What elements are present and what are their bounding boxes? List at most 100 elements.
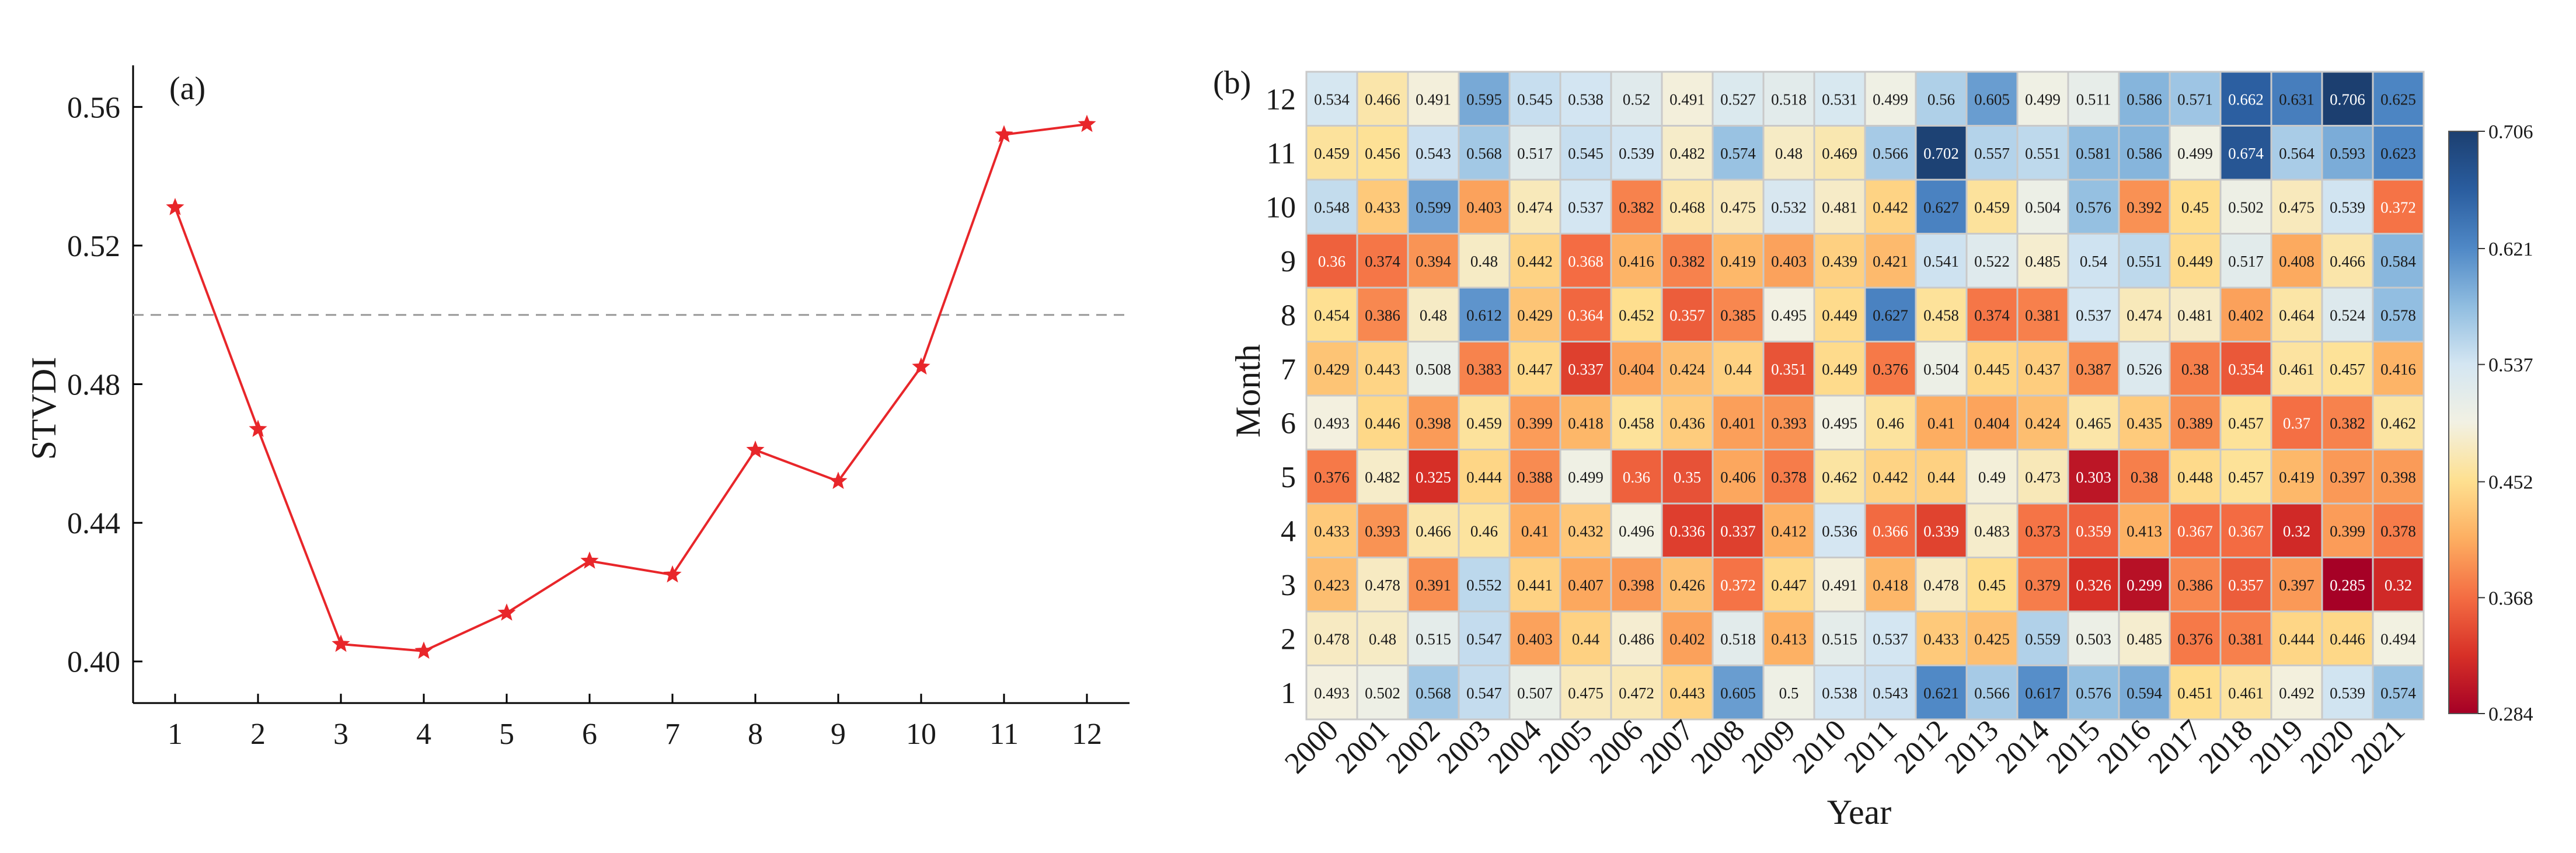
heatmap-cell-value: 0.429 (1517, 306, 1553, 324)
heatmap-cell-value: 0.551 (2127, 253, 2162, 270)
x-tick-label: 1 (168, 718, 183, 751)
x-tick-label: 12 (1072, 718, 1102, 751)
heatmap-cell-value: 0.402 (1669, 630, 1705, 648)
heatmap-cell-value: 0.398 (1619, 576, 1654, 594)
heatmap-cell-value: 0.366 (1873, 522, 1908, 540)
heatmap-cell-value: 0.413 (1771, 630, 1807, 648)
heatmap-cell-value: 0.508 (1416, 361, 1451, 378)
heatmap-cell-value: 0.593 (2330, 145, 2365, 162)
heatmap-cell (2372, 286, 2425, 342)
heatmap-cell-value: 0.499 (2025, 90, 2061, 108)
year-label: 2016 (2091, 714, 2157, 780)
heatmap-cell-value: 0.461 (2228, 684, 2264, 702)
heatmap-cell (2169, 125, 2222, 181)
heatmap-cell-value: 0.443 (1669, 684, 1705, 702)
x-tick-label: 6 (582, 718, 597, 751)
heatmap-cell-value: 0.392 (2127, 198, 2162, 216)
year-label: 2003 (1431, 714, 1497, 780)
heatmap-cell (1305, 557, 1358, 613)
heatmap-cell-value: 0.545 (1568, 145, 1604, 162)
heatmap-cell (2118, 125, 2171, 181)
heatmap-cell-value: 0.32 (2283, 522, 2310, 540)
heatmap-cell (2016, 610, 2069, 666)
month-label: 6 (1281, 407, 1296, 440)
heatmap-cell-value: 0.621 (1923, 684, 1959, 702)
heatmap-cell-value: 0.612 (1466, 306, 1502, 324)
x-ticks: 1 2 3 4 5 6 7 8 9 10 11 12 (168, 694, 1102, 751)
heatmap-cell (2372, 179, 2425, 235)
heatmap-cell-value: 0.367 (2177, 522, 2213, 540)
heatmap-cell (2118, 233, 2171, 289)
heatmap-cell-value: 0.419 (2279, 469, 2314, 486)
heatmap-cell (1407, 125, 1460, 181)
heatmap-cell-value: 0.442 (1873, 198, 1908, 216)
heatmap-cell-value: 0.539 (2330, 198, 2365, 216)
heatmap-cell-value: 0.459 (1466, 414, 1502, 432)
data-point (166, 198, 184, 215)
heatmap-cell-value: 0.374 (1974, 306, 2010, 324)
heatmap-cell (1407, 233, 1460, 289)
heatmap-cell-value: 0.486 (1619, 630, 1654, 648)
year-label: 2002 (1380, 714, 1446, 780)
heatmap-cell-value: 0.462 (2380, 414, 2416, 432)
heatmap-cell-value: 0.442 (1873, 469, 1908, 486)
heatmap-cell-value: 0.418 (1568, 414, 1604, 432)
heatmap-cell-value: 0.495 (1822, 414, 1857, 432)
heatmap-cell (2169, 71, 2222, 127)
heatmap-cell (1864, 233, 1917, 289)
heatmap-cell-value: 0.436 (1669, 414, 1705, 432)
heatmap-cell (2016, 449, 2069, 505)
heatmap-cell-value: 0.537 (2076, 306, 2111, 324)
heatmap-y-axis-title: Month (1229, 344, 1267, 438)
heatmap-cell-value: 0.524 (2330, 306, 2365, 324)
y-tick-label: 0.40 (67, 646, 120, 679)
heatmap-cell (1915, 286, 1968, 342)
heatmap-cell (2372, 394, 2425, 450)
month-label: 5 (1281, 461, 1296, 494)
heatmap-cell-value: 0.367 (2228, 522, 2264, 540)
heatmap-cell (1965, 449, 2019, 505)
heatmap-cell (2219, 449, 2272, 505)
heatmap-cell-value: 0.456 (1365, 145, 1400, 162)
heatmap-cell (1762, 71, 1815, 127)
heatmap-cell-value: 0.447 (1771, 576, 1807, 594)
heatmap-cell-value: 0.452 (1619, 306, 1654, 324)
heatmap-cell-value: 0.46 (1470, 522, 1498, 540)
heatmap-cell-value: 0.385 (1720, 306, 1756, 324)
heatmap-cell-value: 0.38 (2131, 469, 2158, 486)
heatmap-cell-value: 0.617 (2025, 684, 2061, 702)
heatmap-cell (2270, 610, 2323, 666)
heatmap-cell-value: 0.406 (1720, 469, 1756, 486)
heatmap-cell (2321, 394, 2374, 450)
heatmap-cell-value: 0.393 (1365, 522, 1400, 540)
heatmap-cell-value: 0.482 (1365, 469, 1400, 486)
heatmap-cell-value: 0.474 (2127, 306, 2162, 324)
heatmap-cell (1356, 610, 1409, 666)
heatmap-cell-value: 0.451 (2177, 684, 2213, 702)
colorbar-tick-label: 0.537 (2488, 355, 2533, 376)
heatmap-cell-value: 0.379 (2025, 576, 2061, 594)
heatmap-cell-value: 0.517 (2228, 253, 2264, 270)
heatmap-cell-value: 0.399 (2330, 522, 2365, 540)
heatmap-cell (1915, 125, 1968, 181)
x-tick-label: 9 (831, 718, 846, 751)
heatmap-cell (1762, 233, 1815, 289)
heatmap-cell-value: 0.485 (2025, 253, 2061, 270)
heatmap-cell-value: 0.351 (1771, 361, 1807, 378)
heatmap-cell-value: 0.474 (1517, 198, 1553, 216)
heatmap-cell-value: 0.403 (1517, 630, 1553, 648)
heatmap-cell-value: 0.444 (2279, 630, 2314, 648)
heatmap-cell-value: 0.37 (2283, 414, 2310, 432)
heatmap-cell (2016, 502, 2069, 558)
data-point (1078, 114, 1096, 132)
heatmap-cell-value: 0.468 (1669, 198, 1705, 216)
colorbar-tick-label: 0.452 (2488, 472, 2533, 494)
y-tick-label: 0.44 (67, 507, 120, 540)
heatmap-cell-value: 0.547 (1466, 684, 1502, 702)
heatmap-x-axis-title: Year (1827, 793, 1892, 831)
data-point (746, 441, 765, 458)
heatmap-cell-value: 0.543 (1873, 684, 1908, 702)
heatmap-cell (1559, 502, 1612, 558)
heatmap-cell-value: 0.566 (1974, 684, 2010, 702)
